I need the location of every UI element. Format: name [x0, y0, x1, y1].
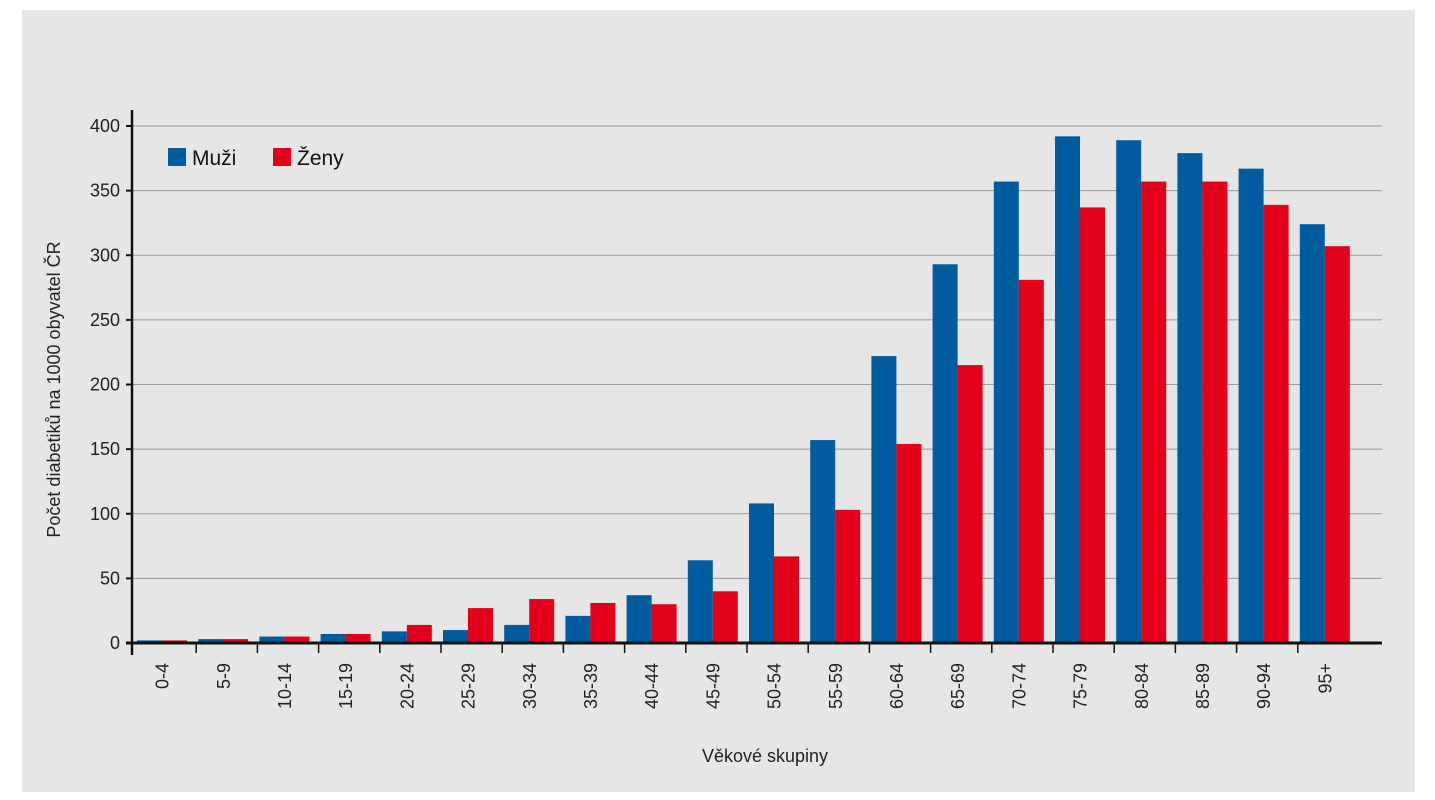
- bar-muzi-15: [1055, 136, 1080, 643]
- bars: [137, 136, 1350, 644]
- bar-zeny-1: [223, 639, 249, 643]
- bar-zeny-10: [774, 556, 799, 643]
- bar-muzi-13: [932, 264, 958, 643]
- x-tick-label: 20-24: [397, 663, 417, 709]
- y-tick-label: 400: [90, 116, 120, 136]
- bar-zeny-16: [1141, 181, 1167, 643]
- bar-zeny-14: [1018, 279, 1044, 643]
- x-tick-label: 25-29: [459, 663, 479, 709]
- bar-zeny-2: [284, 636, 310, 643]
- bar-muzi-5: [443, 630, 468, 643]
- x-tick-label: 50-54: [765, 663, 785, 709]
- bar-muzi-8: [626, 595, 652, 643]
- bar-zeny-3: [345, 633, 371, 643]
- y-tick-label: 250: [90, 310, 120, 330]
- y-tick-label: 0: [110, 633, 120, 653]
- bar-muzi-9: [687, 560, 713, 643]
- bar-zeny-15: [1080, 207, 1105, 644]
- bar-zeny-5: [468, 608, 493, 643]
- grid-lines: [132, 125, 1382, 579]
- bar-muzi-7: [565, 615, 591, 643]
- legend-swatch-muzi: [168, 148, 186, 166]
- bar-zeny-17: [1202, 181, 1228, 643]
- x-tick-label: 35-39: [581, 663, 601, 709]
- x-tick-label: 45-49: [703, 663, 723, 709]
- bar-muzi-14: [993, 181, 1019, 643]
- bar-muzi-11: [810, 440, 836, 643]
- x-tick-label: 60-64: [887, 663, 907, 709]
- bar-muzi-10: [749, 503, 774, 643]
- bar-muzi-4: [381, 631, 407, 643]
- bar-muzi-12: [871, 356, 897, 643]
- x-tick-label: 90-94: [1254, 663, 1274, 709]
- y-tick-label: 150: [90, 439, 120, 459]
- bar-zeny-4: [406, 624, 432, 643]
- legend-label-zeny: Ženy: [297, 147, 344, 170]
- bar-muzi-17: [1177, 153, 1203, 643]
- x-tick-label: 5-9: [214, 663, 234, 689]
- x-tick-label: 65-69: [948, 663, 968, 709]
- bar-zeny-13: [957, 365, 983, 643]
- bar-zeny-9: [712, 591, 738, 643]
- x-tick-label: 80-84: [1132, 663, 1152, 709]
- bar-muzi-1: [198, 639, 224, 643]
- x-tick-label: 40-44: [642, 663, 662, 709]
- bar-zeny-19: [1324, 246, 1350, 643]
- y-tick-labels: 0 50 100 150 200 250 300 350 400: [90, 116, 120, 653]
- y-tick-label: 100: [90, 504, 120, 524]
- x-tick-label: 75-79: [1071, 663, 1091, 709]
- x-tick-label: 95+: [1315, 663, 1335, 694]
- x-tick-label: 85-89: [1193, 663, 1213, 709]
- axes: [126, 110, 1382, 655]
- bar-chart: 0 50 100 150 200 250 300 350 400 0-4 5-9 10-14 15-1…: [43, 110, 1382, 766]
- legend: Muži Ženy: [168, 147, 344, 170]
- bar-muzi-3: [320, 633, 346, 643]
- y-tick-label: 300: [90, 245, 120, 265]
- bar-zeny-8: [651, 604, 677, 643]
- bar-muzi-2: [259, 636, 285, 643]
- x-tick-label: 10-14: [275, 663, 295, 709]
- bar-muzi-19: [1299, 224, 1325, 644]
- x-tick-label: 0-4: [153, 663, 173, 689]
- bar-zeny-6: [529, 599, 555, 643]
- y-tick-label: 350: [90, 181, 120, 201]
- x-tick-label: 55-59: [826, 663, 846, 709]
- y-tick-label: 50: [100, 568, 120, 588]
- bar-zeny-18: [1263, 204, 1289, 643]
- x-tick-label: 15-19: [336, 663, 356, 709]
- bar-zeny-11: [835, 509, 861, 643]
- bar-muzi-16: [1116, 140, 1142, 643]
- x-axis-title: Věkové skupiny: [702, 746, 828, 766]
- chart-panel: 0 50 100 150 200 250 300 350 400 0-4 5-9 10-14 15-1…: [22, 10, 1415, 792]
- y-tick-label: 200: [90, 375, 120, 395]
- legend-swatch-zeny: [273, 148, 291, 166]
- x-tick-labels: 0-4 5-9 10-14 15-19 20-24 25-29 30-34 35-39 40-4…: [153, 663, 1336, 709]
- legend-label-muzi: Muži: [192, 147, 236, 170]
- x-tick-label: 30-34: [520, 663, 540, 709]
- bar-muzi-6: [504, 624, 530, 643]
- y-axis-title: Počet diabetiků na 1000 obyvatel ČR: [43, 241, 64, 537]
- bar-zeny-12: [896, 443, 922, 643]
- x-tick-label: 70-74: [1009, 663, 1029, 709]
- bar-muzi-18: [1238, 168, 1264, 643]
- bar-zeny-7: [590, 602, 616, 643]
